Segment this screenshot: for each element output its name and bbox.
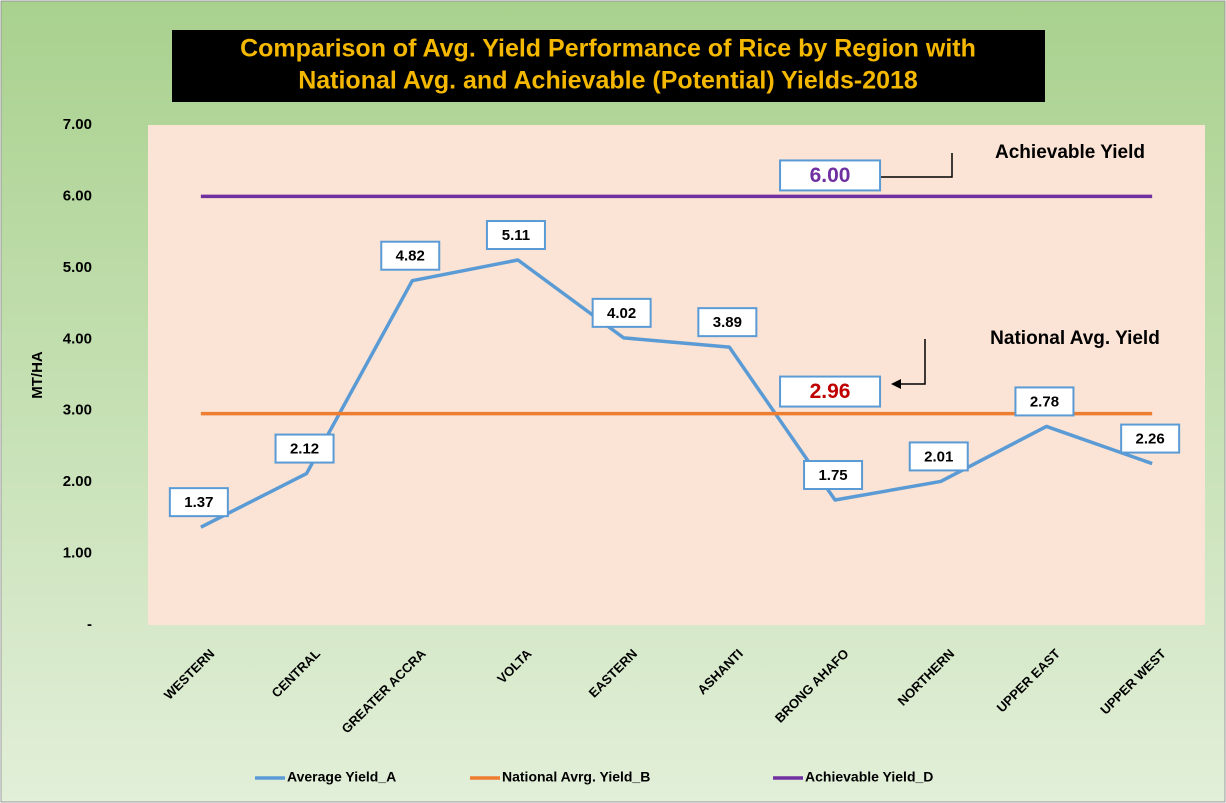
data-label-box: [274, 433, 335, 464]
y-tick-label: 3.00: [63, 402, 92, 419]
data-label: 4.02: [607, 305, 636, 322]
data-label-box: [485, 220, 546, 250]
title-box: [172, 30, 1045, 102]
y-tick-label: 7.00: [63, 116, 92, 133]
y-tick-label: 6.00: [63, 187, 92, 204]
data-label: 3.89: [713, 314, 742, 331]
annotation: Achievable Yield: [995, 142, 1145, 163]
arrow-head: [891, 379, 901, 389]
data-label: 2.78: [1030, 393, 1059, 410]
data-label-box: [803, 460, 864, 490]
legend-label: National Avrg. Yield_B: [502, 769, 650, 785]
y-tick-label: 4.00: [63, 330, 92, 347]
plot-area: [148, 125, 1205, 625]
y-tick-label: 1.00: [63, 545, 92, 562]
data-label-box: [1014, 386, 1075, 417]
data-label: 2.26: [1136, 431, 1165, 448]
data-label: 1.75: [818, 467, 847, 484]
y-tick-label: 2.00: [63, 473, 92, 490]
y-tick-label: 5.00: [63, 259, 92, 276]
data-label-box: [779, 159, 882, 192]
data-label-box: [908, 441, 969, 472]
data-label-box: [380, 240, 441, 271]
data-label-box: [697, 307, 758, 338]
data-label-box: [779, 375, 882, 408]
data-label-box: [591, 297, 652, 328]
y-tick-label: -: [87, 616, 92, 633]
data-label-box: [1120, 423, 1181, 454]
annotation-arrow: [895, 339, 926, 385]
chart-title: Comparison of Avg. Yield Performance of …: [240, 35, 976, 63]
data-label: 2.12: [290, 441, 319, 458]
series-line: [200, 258, 1153, 529]
legend-label: Achievable Yield_D: [805, 769, 933, 785]
annotation: National Avg. Yield: [990, 328, 1160, 349]
legend-label: Average Yield_A: [287, 769, 396, 785]
y-axis-label: MT/HA: [29, 351, 46, 399]
data-label: 4.82: [396, 248, 425, 265]
data-label: 1.37: [184, 494, 213, 511]
data-label-box: [168, 487, 229, 518]
data-label: 6.00: [810, 164, 851, 187]
annotation-arrow: [870, 153, 953, 178]
data-label: 2.01: [924, 448, 953, 465]
data-label: 2.96: [810, 380, 851, 403]
chart-title: National Avg. and Achievable (Potential)…: [298, 67, 918, 95]
data-label: 5.11: [502, 227, 530, 244]
